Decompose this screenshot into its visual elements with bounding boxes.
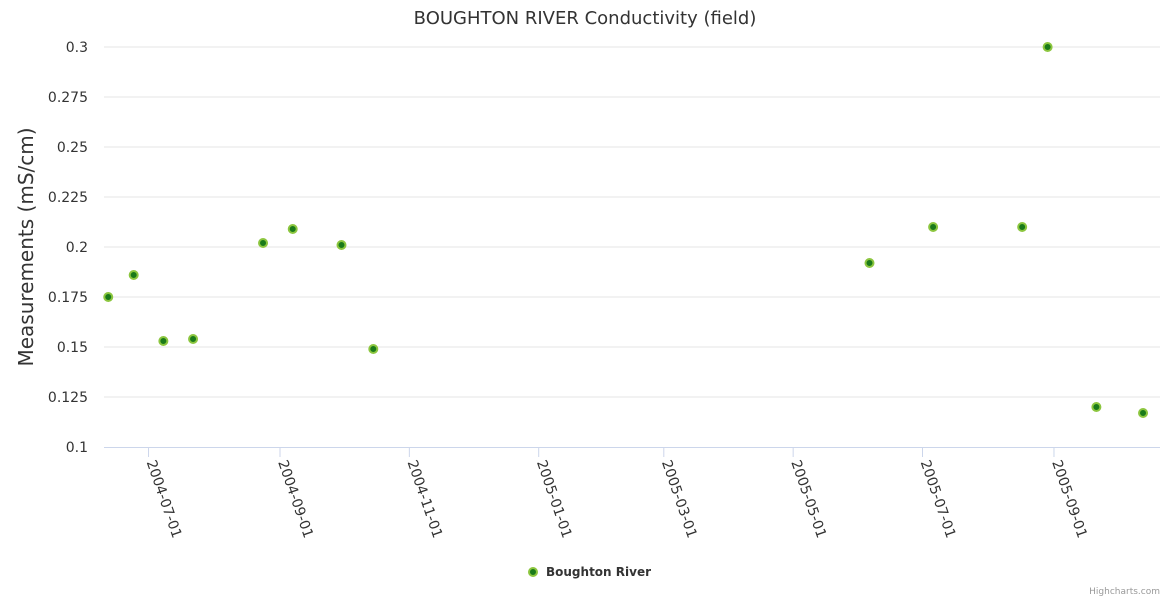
grid-lines — [104, 46, 1160, 398]
y-axis-label: Measurements (mS/cm) — [14, 127, 38, 366]
data-point[interactable] — [1138, 408, 1149, 418]
y-tick-label: 0.275 — [48, 90, 88, 106]
data-point[interactable] — [128, 270, 139, 280]
data-point[interactable] — [103, 292, 114, 302]
x-tick-marks — [148, 447, 1055, 457]
y-tick-label: 0.1 — [66, 440, 88, 456]
data-point[interactable] — [1042, 42, 1053, 52]
data-point[interactable] — [158, 336, 169, 346]
x-tick-label: 2005-07-01 — [917, 458, 959, 540]
y-tick-label: 0.225 — [48, 190, 88, 206]
data-point[interactable] — [287, 224, 298, 234]
data-point[interactable] — [1091, 402, 1102, 412]
x-tick-label: 2005-09-01 — [1048, 458, 1090, 540]
chart-title: BOUGHTON RIVER Conductivity (field) — [414, 8, 757, 29]
y-tick-label: 0.15 — [57, 340, 88, 356]
y-tick-labels: 0.1 0.125 0.15 0.175 0.2 0.225 0.25 0.275 0.3 — [48, 40, 88, 456]
x-tick-label: 2005-05-01 — [787, 458, 829, 540]
data-point[interactable] — [368, 344, 379, 354]
data-points — [103, 42, 1149, 418]
x-tick-label: 2005-03-01 — [658, 458, 700, 540]
data-point[interactable] — [1017, 222, 1028, 232]
data-point[interactable] — [336, 240, 347, 250]
legend-label: Boughton River — [546, 565, 651, 579]
y-tick-label: 0.175 — [48, 290, 88, 306]
data-point[interactable] — [864, 258, 875, 268]
x-tick-labels: 2004-07-01 2004-09-01 2004-11-01 2005-01-01… — [143, 458, 1090, 540]
y-tick-label: 0.2 — [66, 240, 88, 256]
x-tick-label: 2004-09-01 — [274, 458, 316, 540]
y-tick-label: 0.125 — [48, 390, 88, 406]
data-point[interactable] — [188, 334, 199, 344]
x-tick-label: 2004-11-01 — [404, 458, 446, 540]
credits-link[interactable]: Highcharts.com — [1089, 587, 1160, 597]
x-tick-label: 2005-01-01 — [533, 458, 575, 540]
x-tick-label: 2004-07-01 — [143, 458, 185, 540]
y-tick-label: 0.3 — [66, 40, 88, 56]
y-tick-label: 0.25 — [57, 140, 88, 156]
data-point[interactable] — [258, 238, 269, 248]
legend-marker-icon — [528, 567, 538, 577]
legend-item-boughton-river[interactable]: Boughton River — [528, 565, 651, 579]
data-point[interactable] — [928, 222, 939, 232]
